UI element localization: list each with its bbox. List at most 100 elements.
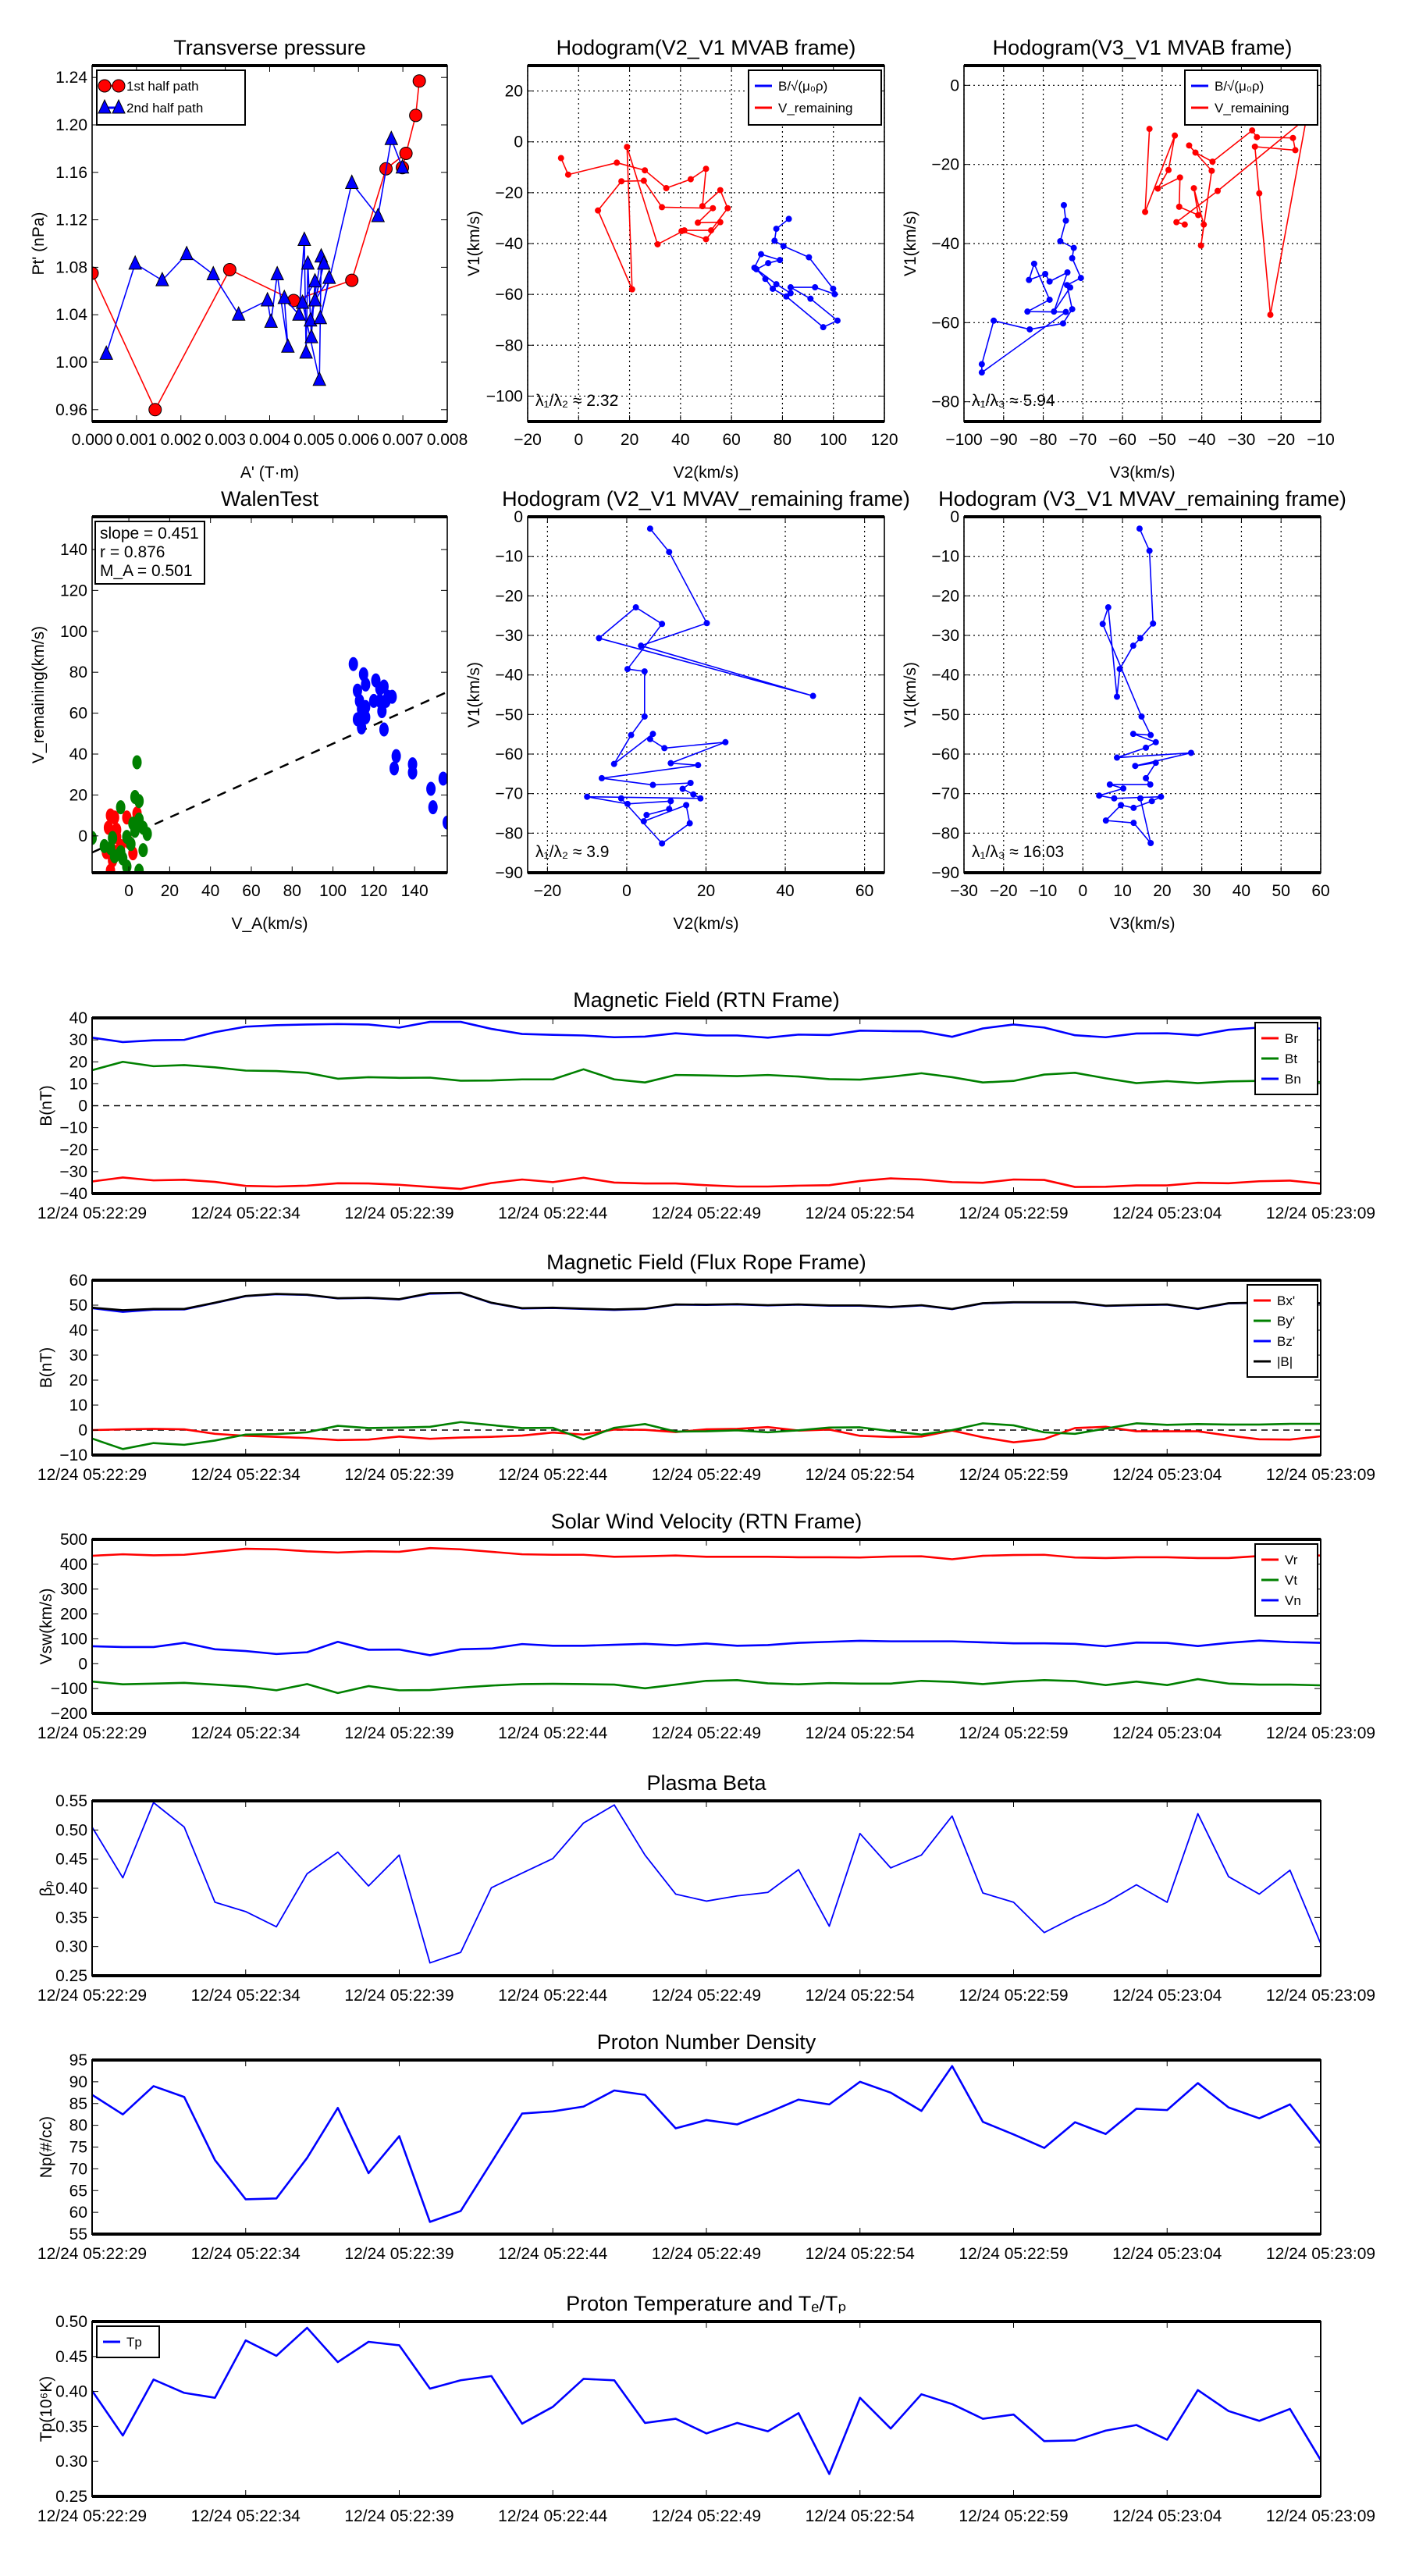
data-point [610,760,617,767]
x-tick-label: 12/24 05:22:54 [806,2245,915,2263]
data-point [777,257,784,264]
legend-label: V_remaining [778,101,852,116]
y-tick-label: −200 [51,1705,87,1723]
x-tick-label: 12/24 05:23:04 [1112,1724,1222,1742]
data-point [614,159,621,166]
series-line [92,1546,1321,1560]
x-tick-label: 12/24 05:22:29 [37,2507,147,2525]
legend-label: 2nd half path [126,101,203,116]
legend-label: Bx' [1277,1293,1295,1308]
chart-title: Proton Number Density [597,2030,816,2054]
y-tick-label: 0.35 [55,1909,87,1927]
x-tick-label: 40 [671,431,689,449]
data-point [308,291,322,307]
y-tick-label: −90 [495,864,523,882]
panel-solar-wind-velocity: 12/24 05:22:29 12/24 05:22:34 12/24 05:22:… [37,1510,1375,1742]
y-tick-label: 1.12 [55,212,87,229]
data-point [1118,802,1125,809]
data-point [659,204,666,211]
data-point [134,863,144,873]
legend-label: Vt [1285,1573,1297,1588]
data-point [787,290,794,297]
data-point [292,306,306,321]
data-point [807,295,814,302]
data-point [1146,547,1153,554]
y-tick-label: 0 [78,827,87,845]
data-point [649,731,656,738]
data-point [666,549,673,556]
data-point [1114,693,1121,700]
data-point [1208,167,1215,174]
y-tick-label: 400 [60,1556,87,1574]
y-tick-label: −60 [931,745,959,763]
y-axis-label: V1(km/s) [902,662,919,728]
data-point [407,765,418,780]
data-point [1292,147,1299,154]
series-line [753,218,838,328]
data-point [820,324,827,331]
series-bn [92,1020,1321,1044]
x-tick-label: 12/24 05:23:09 [1266,2245,1375,2263]
data-point [697,795,704,802]
data-point [1096,792,1103,799]
y-tick-label: 80 [69,664,87,681]
data-point [92,831,97,845]
data-point [361,699,371,714]
data-point [809,692,816,699]
data-point [1147,731,1154,738]
x-tick-label: 80 [283,882,301,900]
y-tick-label: −10 [59,1446,87,1464]
data-point [103,820,113,835]
series-br [92,1176,1321,1190]
y-tick-label: −70 [931,785,959,803]
series-line [1098,528,1192,844]
x-tick-label: −10 [1030,882,1058,900]
stats-text: M_A = 0.501 [100,562,193,580]
axes-frame [91,1539,1321,1714]
axes-frame [91,2059,1321,2235]
y-tick-label: −30 [495,627,523,645]
x-tick-label: 40 [201,882,219,900]
x-tick-label: 20 [697,882,715,900]
data-point [295,294,310,309]
data-point [991,317,998,324]
data-point [702,165,710,173]
data-point [812,284,819,291]
x-tick-label: 0 [1078,882,1087,900]
data-point [708,227,715,234]
data-point [357,720,367,735]
x-tick-label: 12/24 05:22:49 [652,1724,761,1742]
y-tick-label: −30 [59,1163,87,1181]
data-point [112,98,126,114]
y-tick-label: −10 [495,548,523,566]
data-point [710,205,717,212]
y-tick-label: −10 [931,548,959,566]
x-tick-label: 12/24 05:22:44 [498,2507,607,2525]
y-tick-label: 60 [69,2204,87,2222]
x-tick-label: 140 [401,882,429,900]
data-point [277,289,292,304]
x-tick-label: −60 [1108,431,1136,449]
y-axis-label: V1(km/s) [465,211,483,276]
x-tick-label: 12/24 05:22:39 [344,1987,454,2005]
x-tick-label: 120 [870,431,898,449]
y-tick-label: 60 [69,705,87,723]
data-point [1130,820,1137,827]
y-axis-label: V_remaining(km/s) [30,626,48,763]
legend-label: B/√(μ₀ρ) [1215,79,1264,94]
data-point [1143,744,1150,751]
y-tick-label: −40 [495,235,523,253]
y-tick-label: 10 [69,1075,87,1093]
data-point [617,795,624,802]
y-tick-label: 70 [69,2160,87,2178]
data-point [304,311,318,327]
series-b [92,1291,1321,1311]
x-tick-label: 12/24 05:23:04 [1112,2245,1222,2263]
x-tick-label: 12/24 05:22:59 [959,1204,1068,1222]
x-tick-label: 12/24 05:22:34 [191,1204,301,1222]
x-tick-label: 12/24 05:22:59 [959,2507,1068,2525]
data-point [834,317,841,324]
y-axis-label: βₚ [37,1880,55,1896]
series-2nd-half-path [99,130,410,386]
